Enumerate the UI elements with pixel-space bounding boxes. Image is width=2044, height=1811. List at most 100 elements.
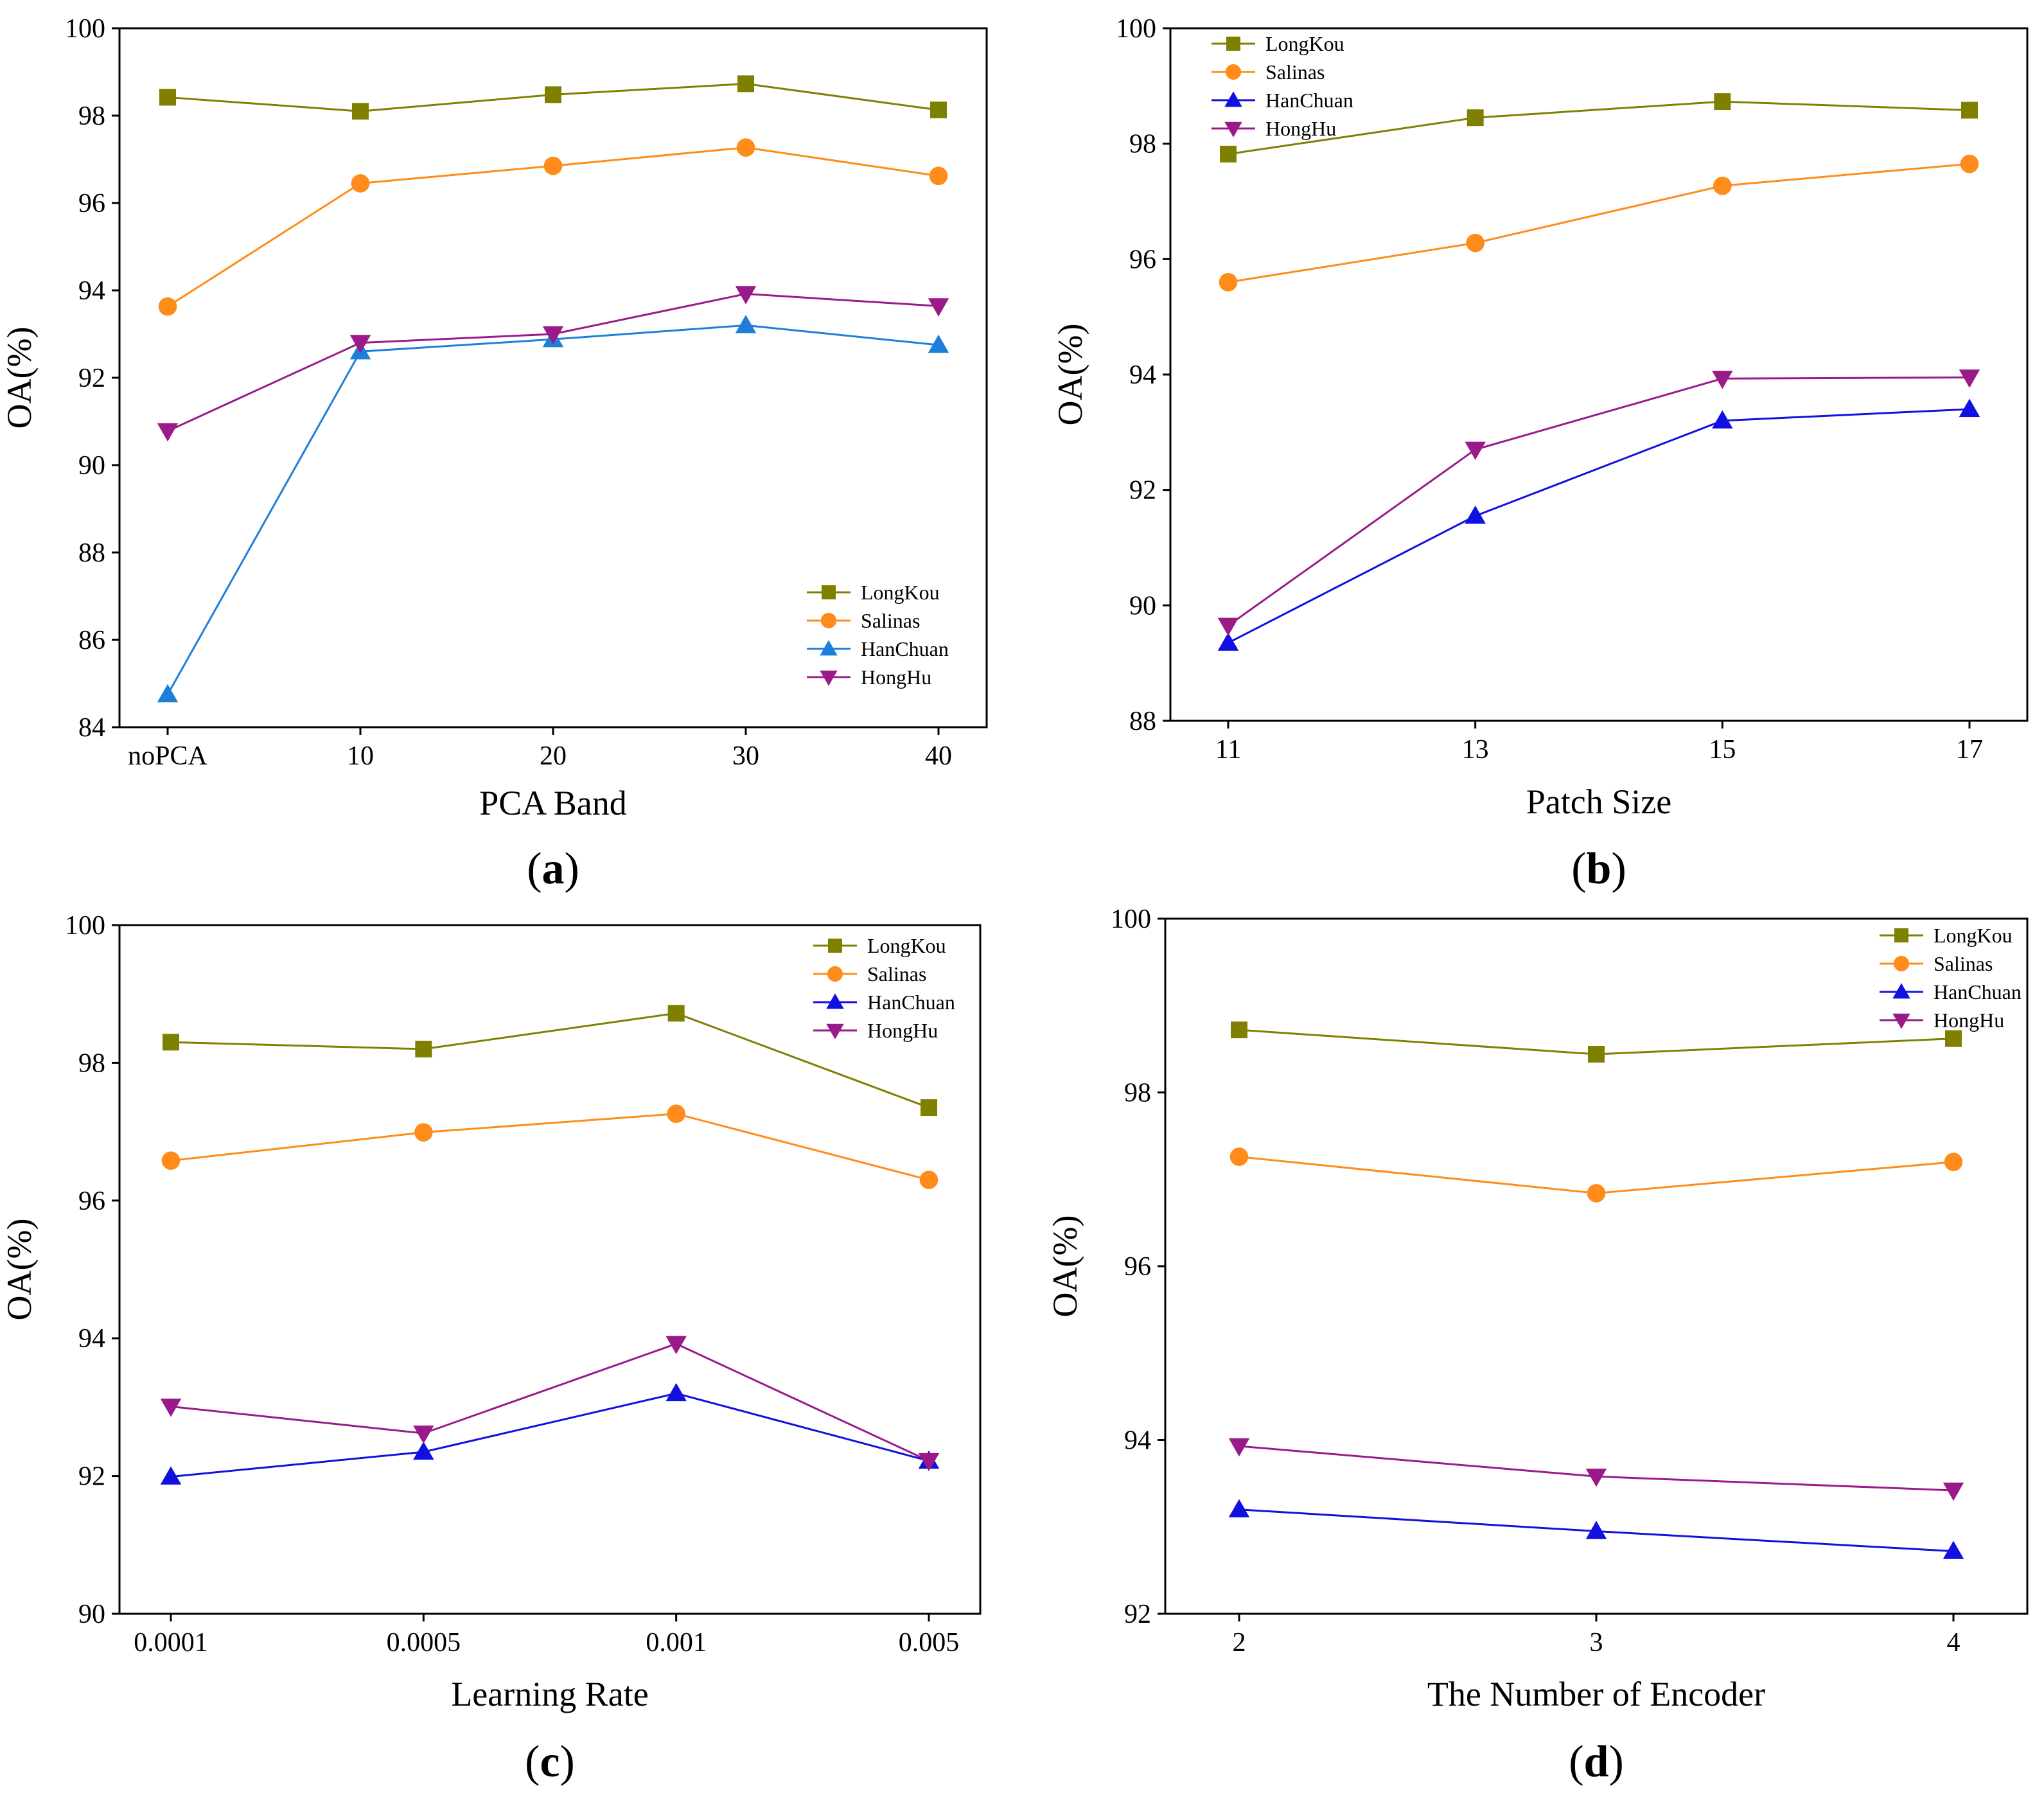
legend-marker-longkou (822, 585, 836, 599)
x-tick-label: 30 (732, 741, 759, 771)
data-point-salinas (414, 1123, 433, 1142)
legend-marker-hanchuan (826, 993, 844, 1009)
x-tick-label: 0.0005 (387, 1628, 461, 1657)
legend-label-salinas: Salinas (861, 609, 920, 632)
data-point-salinas (1960, 154, 1979, 173)
legend-label-salinas: Salinas (1934, 952, 1993, 975)
legend-marker-longkou (1226, 37, 1240, 51)
data-point-honghu (918, 1453, 940, 1472)
series-line-hanchuan (170, 1392, 929, 1478)
data-point-honghu (1712, 371, 1733, 389)
y-tick-label: 86 (78, 626, 105, 655)
data-point-honghu (1228, 1438, 1250, 1457)
y-tick-label: 90 (1129, 591, 1156, 621)
y-tick-label: 98 (1129, 130, 1156, 159)
legend-label-hanchuan: HanChuan (867, 991, 955, 1014)
y-tick-label: 92 (1124, 1600, 1151, 1629)
data-point-hanchuan (1217, 632, 1239, 651)
y-tick-label: 96 (78, 189, 105, 218)
panel-label-paren: ( (525, 1737, 540, 1787)
series-line-salinas (1228, 163, 1970, 283)
legend-label-honghu: HongHu (1265, 117, 1336, 140)
legend-label-honghu: HongHu (1934, 1009, 2004, 1032)
y-tick-label: 96 (78, 1187, 105, 1216)
data-point-longkou (1467, 109, 1484, 127)
y-tick-label: 84 (78, 713, 105, 743)
data-point-salinas (1944, 1153, 1963, 1171)
y-tick-label: 96 (1129, 245, 1156, 274)
data-point-honghu (349, 335, 371, 353)
data-point-longkou (159, 89, 176, 106)
series-line-salinas (170, 1113, 929, 1181)
panel-label-paren: ) (1608, 1737, 1623, 1787)
legend-marker-longkou (828, 939, 842, 953)
data-point-salinas (351, 174, 370, 193)
series-line-honghu (1228, 376, 1970, 626)
legend-marker-hanchuan (1224, 91, 1242, 107)
legend-marker-honghu (1224, 121, 1242, 137)
panel-label-letter: d (1584, 1737, 1609, 1787)
series-line-hanchuan (166, 324, 939, 695)
data-point-hanchuan (665, 1383, 687, 1402)
data-point-honghu (157, 423, 179, 442)
legend-label-salinas: Salinas (867, 962, 926, 985)
x-axis-title: PCA Band (479, 784, 627, 822)
x-tick-label: 0.001 (646, 1628, 707, 1657)
legend-marker-salinas (1893, 955, 1910, 972)
series-line-hanchuan (1228, 408, 1970, 644)
legend-label-longkou: LongKou (1934, 924, 2013, 947)
data-point-longkou (1588, 1045, 1605, 1063)
legend-label-honghu: HongHu (861, 666, 931, 689)
x-axis-title: The Number of Encoder (1427, 1675, 1765, 1713)
series-line-honghu (167, 292, 939, 432)
legend-label-longkou: LongKou (867, 934, 946, 957)
data-point-hanchuan (413, 1441, 434, 1460)
y-tick-label: 94 (1129, 360, 1156, 390)
data-point-longkou (1231, 1021, 1247, 1039)
legend-marker-salinas (1225, 64, 1242, 80)
legend-label-hanchuan: HanChuan (1265, 89, 1353, 112)
series-line-honghu (170, 1343, 929, 1462)
panel-label: (d) (1569, 1737, 1624, 1787)
data-point-longkou (352, 103, 369, 120)
data-point-honghu (413, 1425, 434, 1444)
legend-label-salinas: Salinas (1265, 60, 1325, 84)
legend-label-longkou: LongKou (861, 581, 940, 604)
data-point-hanchuan (1959, 398, 1980, 418)
panel-label: (c) (525, 1737, 575, 1787)
data-point-salinas (736, 138, 755, 157)
y-axis-title: OA(%) (0, 1219, 39, 1321)
chart-panel-b: 88 90 92 94 96 98 100 11 13 15 17 Patch Size OA(%) (b… (1051, 14, 2029, 894)
y-axis-title: OA(%) (1051, 324, 1089, 426)
legend-label-honghu: HongHu (867, 1019, 938, 1042)
data-point-hanchuan (1712, 410, 1733, 429)
data-point-salinas (158, 297, 177, 316)
y-tick-label: 100 (1111, 905, 1151, 934)
data-point-honghu (1465, 441, 1486, 461)
data-point-longkou (737, 75, 754, 93)
legend-label-hanchuan: HanChuan (861, 637, 949, 660)
data-point-salinas (929, 166, 948, 186)
plot-frame (118, 924, 982, 1615)
data-point-honghu (665, 1336, 687, 1355)
data-point-honghu (542, 326, 564, 345)
data-point-salinas (1466, 233, 1485, 252)
y-tick-label: 88 (78, 538, 105, 568)
data-point-honghu (1959, 369, 1980, 388)
x-tick-label: 20 (540, 741, 567, 771)
chart-panel-c: 90 92 94 96 98 100 0.0001 0.0005 0.001 0.005 Learn… (0, 911, 982, 1787)
legend-marker-hanchuan (820, 640, 838, 656)
legend-label-hanchuan: HanChuan (1934, 980, 2022, 1003)
chart-panel-a: 84 86 88 90 92 94 96 98 100 noPCA 10 20 30 40 PCA Band… (0, 14, 988, 894)
data-point-salinas (919, 1171, 938, 1189)
x-tick-label: 40 (925, 741, 952, 771)
x-tick-label: 3 (1590, 1628, 1603, 1657)
series-line-longkou (170, 1012, 929, 1109)
y-tick-label: 94 (1124, 1426, 1151, 1456)
data-point-hanchuan (928, 334, 949, 353)
legend-marker-honghu (826, 1023, 844, 1039)
y-tick-label: 88 (1129, 707, 1156, 736)
x-tick-label: 0.0001 (134, 1628, 208, 1657)
y-tick-label: 98 (1124, 1079, 1151, 1108)
y-tick-label: 100 (65, 911, 105, 941)
